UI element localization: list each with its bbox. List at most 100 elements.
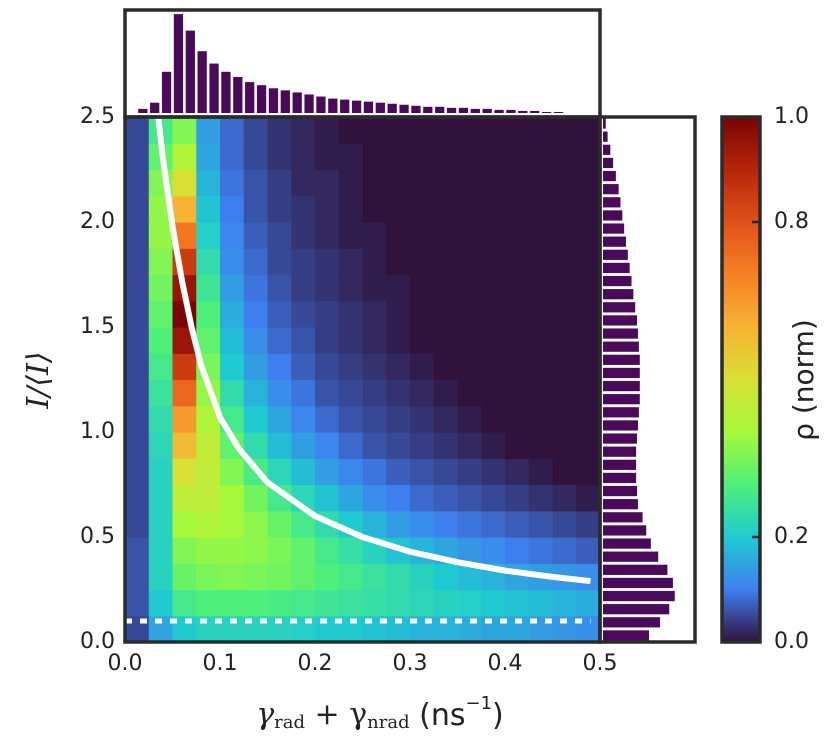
heatmap-cell (528, 169, 554, 197)
histogram-bar (340, 99, 350, 113)
histogram-bar (280, 90, 290, 113)
heatmap-cell (243, 563, 269, 591)
heatmap-cell (576, 458, 601, 486)
heatmap-cell (410, 510, 435, 538)
heatmap-cell (457, 195, 482, 223)
heatmap-cell (576, 484, 601, 512)
heatmap-cell (410, 143, 435, 171)
heatmap-cell (338, 405, 364, 433)
histogram-bar (209, 63, 219, 113)
heatmap-cell (410, 274, 435, 302)
heatmap-cell (267, 510, 292, 538)
heatmap-cell (410, 300, 435, 328)
heatmap-cell (172, 195, 197, 223)
colorbar-tick-label: 1.0 (774, 104, 809, 129)
histogram-bar (553, 111, 564, 113)
histogram-bar (530, 110, 540, 113)
heatmap-cell (243, 143, 269, 171)
heatmap-cell (481, 327, 506, 354)
heatmap-cell (291, 327, 316, 354)
heatmap-cell (125, 405, 150, 433)
heatmap-cell (243, 510, 269, 538)
heatmap-cell (410, 117, 435, 144)
x-tick-label: 0.2 (298, 651, 333, 676)
y-tick-label: 1.5 (80, 314, 115, 339)
heatmap-cell (552, 327, 577, 354)
heatmap-cell (338, 222, 364, 249)
heatmap-cell (481, 300, 506, 328)
heatmap-cell (362, 353, 387, 381)
heatmap-cell (433, 300, 459, 328)
heatmap-cell (576, 169, 601, 197)
histogram-bar (603, 459, 637, 470)
histogram-bar (603, 210, 623, 221)
histogram-bar (603, 420, 638, 431)
heatmap-cell (433, 589, 459, 617)
heatmap-cell (457, 405, 482, 433)
heatmap-cell (338, 563, 364, 591)
heatmap-cell (243, 117, 269, 144)
heatmap-cell (410, 432, 435, 459)
colorbar-label: ρ (norm) (787, 319, 820, 441)
heatmap-cell (315, 353, 340, 381)
histogram-bar (482, 108, 492, 113)
y-tick-label: 0.5 (80, 524, 115, 549)
heatmap-cell (528, 327, 554, 354)
heatmap-cell (362, 195, 387, 223)
heatmap-cell (362, 405, 387, 433)
heatmap-cell (433, 432, 459, 459)
heatmap-cell (505, 300, 530, 328)
heatmap-cell (386, 458, 411, 486)
histogram-bar (603, 538, 651, 549)
heatmap-cell (552, 510, 577, 538)
heatmap-cell (125, 379, 150, 407)
heatmap-cell (457, 117, 482, 144)
heatmap-cell (576, 537, 601, 564)
heatmap-cell (338, 484, 364, 512)
histogram-bar (541, 111, 552, 113)
heatmap-cell (148, 537, 174, 564)
heatmap-cell (125, 510, 150, 538)
histogram-bar (603, 236, 626, 247)
heatmap-cell (291, 143, 316, 171)
histogram-bar (387, 103, 397, 113)
heatmap-cell (220, 458, 245, 486)
histogram-bar (245, 82, 255, 113)
histogram-bar (603, 499, 638, 510)
heatmap-cell (362, 379, 387, 407)
heatmap-cell (243, 327, 269, 354)
heatmap-cell (528, 510, 554, 538)
heatmap-cell (576, 353, 601, 381)
heatmap-cell (528, 589, 554, 617)
histogram-bar (351, 100, 362, 113)
histogram-bar (603, 131, 608, 142)
heatmap-cell (386, 195, 411, 223)
histogram-bar (603, 394, 640, 405)
heatmap-cell (172, 353, 197, 381)
y-axis-label: I/⟨I⟩ (21, 351, 56, 409)
heatmap-cell (125, 353, 150, 381)
heatmap-cell (362, 300, 387, 328)
histogram-bar (446, 107, 457, 113)
histogram-bar (363, 101, 374, 113)
histogram-bar (328, 98, 338, 113)
heatmap-cell (386, 353, 411, 381)
heatmap-cell (433, 117, 459, 144)
heatmap-cell (267, 563, 292, 591)
heatmap-cell (315, 248, 340, 276)
heatmap-cell (576, 143, 601, 171)
heatmap-cell (481, 432, 506, 459)
heatmap-cell (552, 195, 577, 223)
colorbar-tick-label: 0.0 (774, 629, 809, 654)
y-tick-label: 1.0 (80, 419, 115, 444)
heatmap-cell (433, 379, 459, 407)
heatmap-cell (172, 379, 197, 407)
histogram-bar (603, 407, 639, 418)
x-tick-label: 0.3 (393, 651, 428, 676)
heatmap-cell (267, 300, 292, 328)
histogram-bar (603, 328, 638, 339)
histogram-bar (603, 223, 625, 234)
heatmap-cell (267, 117, 292, 144)
x-tick-label: 0.4 (488, 651, 523, 676)
